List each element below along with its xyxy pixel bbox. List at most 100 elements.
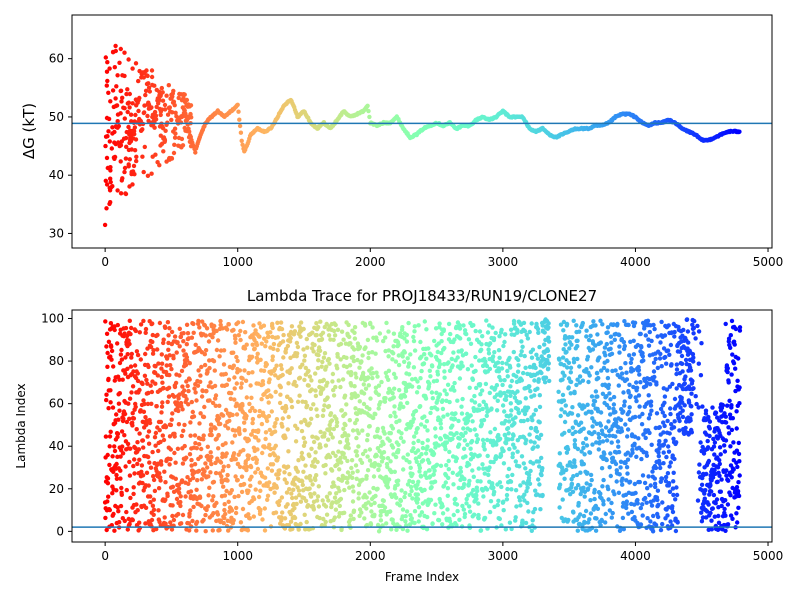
data-point <box>115 125 120 130</box>
data-point <box>355 411 360 417</box>
data-point <box>410 471 415 477</box>
data-point <box>141 169 146 175</box>
data-point <box>336 449 341 454</box>
data-point <box>595 394 600 399</box>
data-point <box>522 329 528 334</box>
data-point <box>345 480 350 485</box>
data-point <box>454 523 459 528</box>
data-point <box>462 438 467 443</box>
data-point <box>181 331 186 336</box>
data-point <box>285 502 290 507</box>
data-point <box>150 82 155 88</box>
data-point <box>714 497 720 502</box>
data-point <box>575 344 580 349</box>
data-point <box>634 454 639 459</box>
data-point <box>481 441 487 446</box>
data-point <box>315 494 321 499</box>
data-point <box>402 394 408 399</box>
data-point <box>290 526 295 532</box>
data-point <box>451 482 456 487</box>
data-point <box>310 434 315 439</box>
data-point <box>145 401 151 407</box>
data-point <box>129 351 134 357</box>
data-point <box>378 518 384 523</box>
data-point <box>302 353 308 358</box>
data-point <box>572 390 577 396</box>
data-point <box>460 364 465 369</box>
data-point <box>148 344 154 350</box>
data-point <box>352 325 358 330</box>
data-point <box>172 126 178 131</box>
data-point <box>105 60 110 65</box>
data-point <box>134 427 139 432</box>
data-point <box>366 108 371 114</box>
data-point <box>467 509 473 514</box>
data-point <box>311 349 316 354</box>
data-point <box>587 517 592 522</box>
data-point <box>638 331 643 337</box>
data-point <box>342 510 347 515</box>
data-point <box>278 392 283 397</box>
data-point <box>616 444 621 449</box>
data-point <box>179 478 185 483</box>
data-point <box>537 420 542 425</box>
data-point <box>106 406 111 411</box>
data-point <box>486 472 491 478</box>
data-point <box>234 381 239 386</box>
data-point <box>454 456 459 461</box>
data-point <box>617 472 622 477</box>
top-axes-frame <box>71 14 773 249</box>
data-point <box>502 433 508 438</box>
data-point <box>533 365 538 371</box>
data-point <box>617 350 622 355</box>
data-point <box>262 506 267 511</box>
data-point <box>240 142 245 147</box>
data-point <box>136 97 141 103</box>
data-point <box>272 429 278 434</box>
data-point <box>277 498 282 504</box>
data-point <box>657 425 662 430</box>
data-point <box>542 330 547 335</box>
data-point <box>300 482 305 488</box>
data-point <box>125 87 130 92</box>
data-point <box>243 378 249 383</box>
data-point <box>414 486 419 491</box>
data-point <box>627 479 633 484</box>
data-point <box>568 365 574 370</box>
data-point <box>392 404 397 409</box>
data-point <box>537 482 542 487</box>
data-point <box>191 321 196 327</box>
data-point <box>146 364 151 370</box>
data-point <box>315 459 320 465</box>
data-point <box>360 451 366 457</box>
data-point <box>186 402 191 407</box>
data-point <box>667 352 672 357</box>
data-point <box>432 338 437 344</box>
data-point <box>218 460 224 465</box>
data-point <box>149 68 155 73</box>
data-point <box>534 429 540 434</box>
data-point <box>572 458 577 463</box>
data-point <box>282 477 287 482</box>
data-point <box>331 426 336 432</box>
data-point <box>381 456 386 461</box>
data-point <box>264 339 269 344</box>
data-point <box>172 384 178 390</box>
data-point <box>569 481 575 486</box>
data-point <box>536 377 541 382</box>
data-point <box>469 363 474 368</box>
data-point <box>323 462 328 468</box>
data-point <box>632 320 638 325</box>
data-point <box>301 347 306 352</box>
data-point <box>150 112 156 118</box>
data-point <box>376 529 382 534</box>
data-point <box>662 333 668 338</box>
data-point <box>161 149 166 154</box>
data-point <box>625 471 630 476</box>
data-point <box>143 88 149 94</box>
data-point <box>487 323 492 328</box>
data-point <box>470 377 476 382</box>
data-point <box>414 430 419 435</box>
data-point <box>461 426 466 431</box>
data-point <box>288 355 293 360</box>
